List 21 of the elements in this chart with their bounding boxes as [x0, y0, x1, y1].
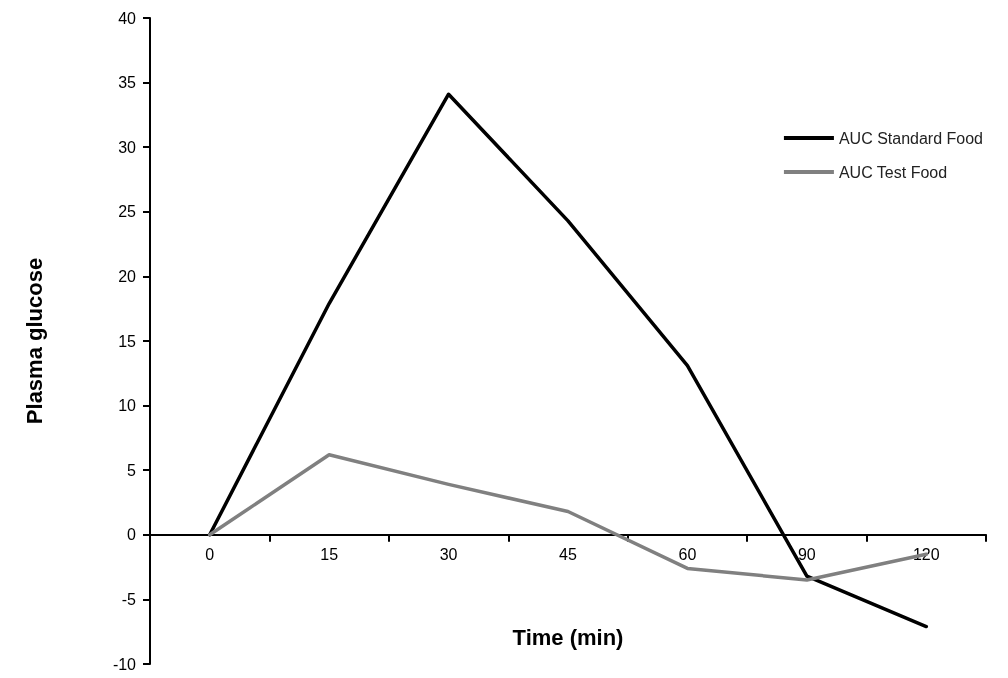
x-axis-title: Time (min) — [512, 625, 624, 651]
x-tick-label: 45 — [559, 546, 577, 564]
y-tick-label: 0 — [127, 526, 137, 544]
x-tick-label: 0 — [205, 546, 215, 564]
legend-label: AUC Test Food — [838, 163, 948, 181]
y-tick-label: -5 — [121, 590, 137, 608]
y-tick-label: 40 — [118, 9, 137, 27]
y-axis-title: Plasma glucose — [21, 257, 47, 425]
y-tick-label: 35 — [118, 74, 137, 92]
y-tick-label: -10 — [112, 655, 137, 673]
x-tick-label: 15 — [320, 546, 339, 564]
x-tick-label: 30 — [439, 546, 458, 564]
y-tick-label: 25 — [118, 203, 137, 221]
y-tick-label: 10 — [118, 397, 137, 415]
y-tick-label: 15 — [118, 332, 137, 350]
x-tick-label: 60 — [678, 546, 697, 564]
y-tick-label: 20 — [118, 267, 137, 285]
legend-label: AUC Standard Food — [838, 129, 983, 147]
y-tick-label: 5 — [127, 461, 137, 479]
x-tick-label: 90 — [797, 546, 816, 564]
y-tick-label: 30 — [118, 138, 137, 156]
